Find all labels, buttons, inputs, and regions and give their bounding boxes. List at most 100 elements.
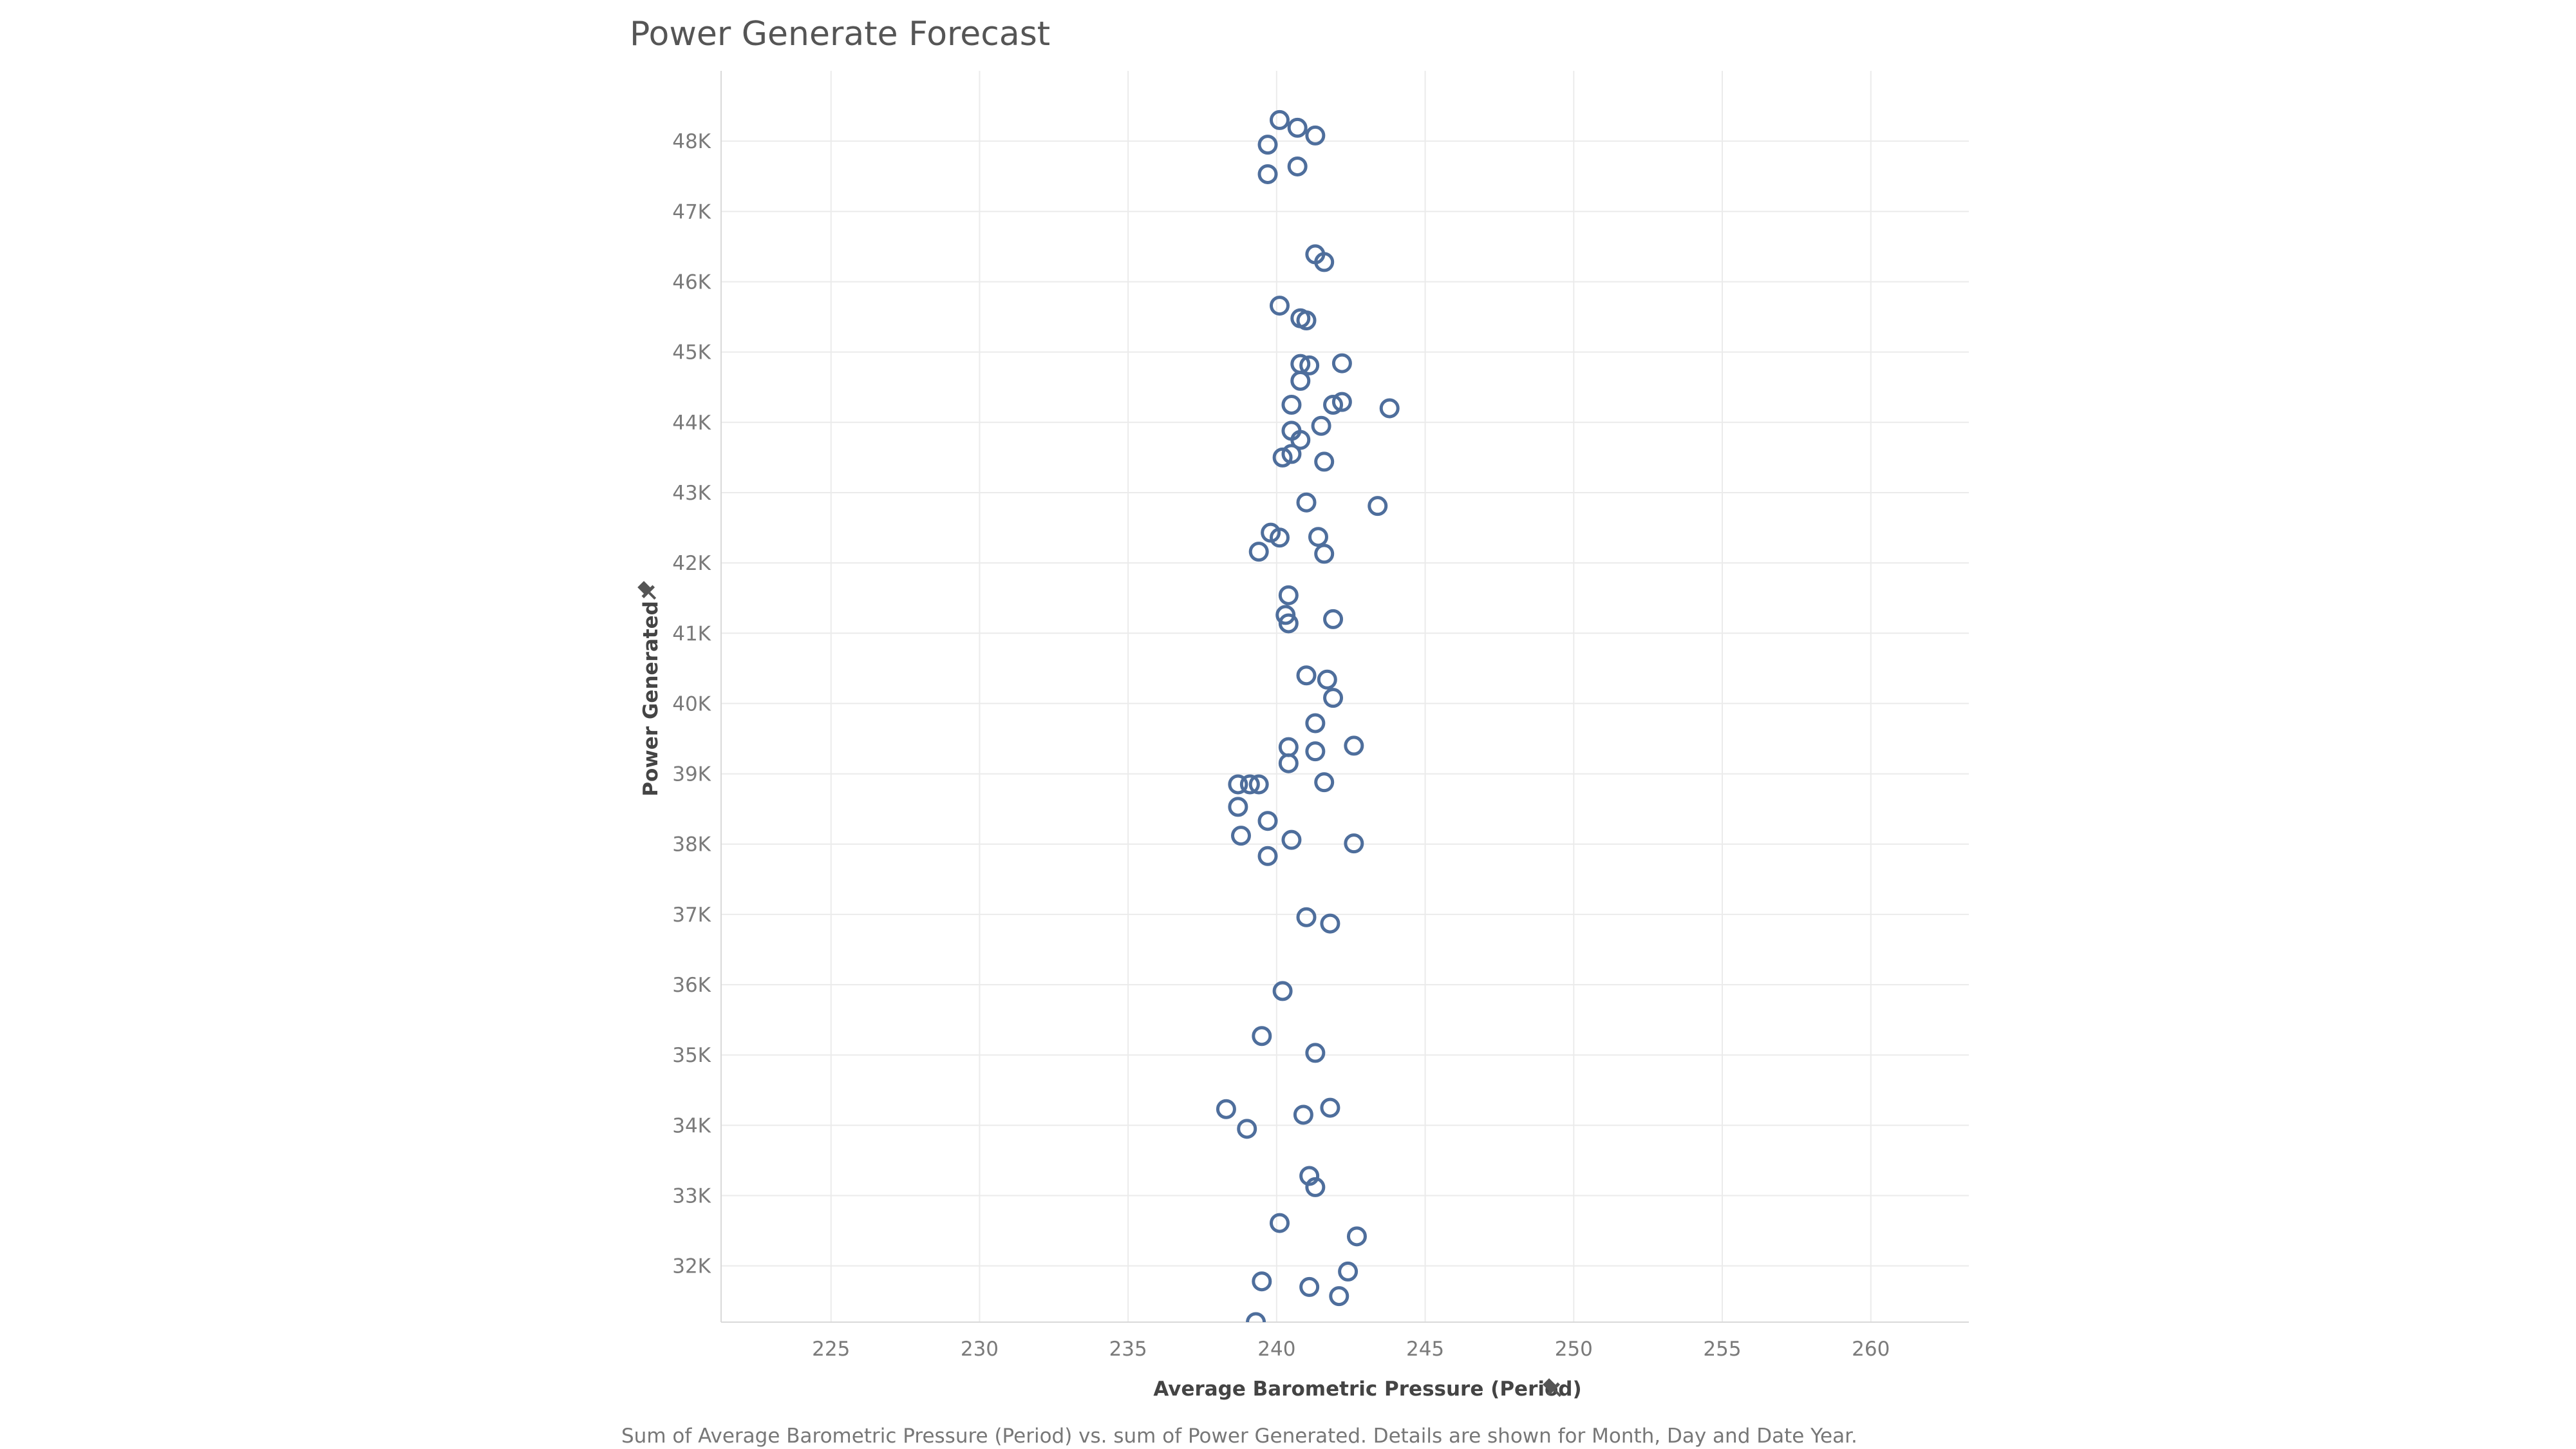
data-point[interactable] <box>1278 753 1299 773</box>
data-point[interactable] <box>1237 1119 1257 1139</box>
data-point[interactable] <box>1231 826 1251 846</box>
grid-layer <box>721 71 1969 1322</box>
data-point[interactable] <box>1308 527 1328 547</box>
data-point[interactable] <box>1296 310 1317 331</box>
data-point[interactable] <box>1379 398 1400 419</box>
y-tick-label: 34K <box>672 1114 711 1137</box>
y-tick-label: 48K <box>672 130 711 153</box>
data-point[interactable] <box>1228 774 1248 795</box>
y-tick-label: 40K <box>672 692 711 715</box>
x-tick-label: 240 <box>1257 1338 1295 1361</box>
data-point[interactable] <box>1296 907 1317 927</box>
data-point[interactable] <box>1278 613 1299 634</box>
data-point[interactable] <box>1305 1177 1326 1197</box>
data-point[interactable] <box>1246 1312 1266 1331</box>
data-point[interactable] <box>1272 447 1293 468</box>
chart-title: Power Generate Forecast <box>630 15 1050 53</box>
data-point[interactable] <box>1290 370 1311 391</box>
data-point[interactable] <box>1305 713 1326 734</box>
y-tick-label: 32K <box>672 1255 711 1278</box>
data-point[interactable] <box>1275 605 1296 625</box>
x-tick-label: 235 <box>1109 1338 1147 1361</box>
y-axis-pin-icon[interactable] <box>635 579 661 605</box>
data-points <box>1216 109 1400 1331</box>
x-tick-label: 225 <box>812 1338 850 1361</box>
y-tick-label: 44K <box>672 412 711 435</box>
x-tick-label: 260 <box>1852 1338 1890 1361</box>
data-point[interactable] <box>1257 846 1278 866</box>
y-tick-label: 38K <box>672 833 711 857</box>
data-point[interactable] <box>1299 1166 1320 1186</box>
data-point[interactable] <box>1368 496 1388 516</box>
data-point[interactable] <box>1216 1099 1236 1119</box>
data-point[interactable] <box>1269 109 1290 130</box>
x-tick-label: 230 <box>961 1338 999 1361</box>
data-point[interactable] <box>1239 774 1260 795</box>
data-point[interactable] <box>1320 913 1340 934</box>
data-point[interactable] <box>1320 1097 1340 1118</box>
chart-caption: Sum of Average Barometric Pressure (Peri… <box>621 1425 1857 1448</box>
data-point[interactable] <box>1296 665 1317 686</box>
y-tick-label: 42K <box>672 552 711 575</box>
data-point[interactable] <box>1269 1213 1290 1233</box>
data-point[interactable] <box>1323 609 1344 629</box>
data-point[interactable] <box>1346 1226 1367 1247</box>
y-axis-title: Power Generated <box>639 601 663 797</box>
data-point[interactable] <box>1257 164 1278 184</box>
plot-area <box>721 71 1969 1322</box>
data-point[interactable] <box>1281 394 1302 415</box>
y-tick-label: 45K <box>672 341 711 365</box>
data-point[interactable] <box>1228 797 1248 817</box>
data-point[interactable] <box>1248 542 1269 562</box>
data-point[interactable] <box>1269 527 1290 548</box>
data-point[interactable] <box>1281 829 1302 850</box>
y-tick-label: 39K <box>672 763 711 786</box>
data-point[interactable] <box>1314 252 1335 272</box>
data-point[interactable] <box>1323 394 1344 415</box>
data-point[interactable] <box>1252 1026 1272 1046</box>
x-axis-title: Average Barometric Pressure (Period) <box>1153 1378 1581 1401</box>
data-point[interactable] <box>1252 1271 1272 1292</box>
y-tick-label: 33K <box>672 1185 711 1208</box>
data-point[interactable] <box>1314 451 1335 472</box>
y-tick-label: 37K <box>672 904 711 927</box>
data-point[interactable] <box>1287 117 1308 138</box>
data-point[interactable] <box>1257 811 1278 831</box>
data-point[interactable] <box>1338 1261 1359 1282</box>
data-point[interactable] <box>1296 492 1317 513</box>
axis-layer: 225 230 235 240 245 250 255 260 32K 33K 34K 35K 36K 3… <box>672 71 1969 1361</box>
data-point[interactable] <box>1323 688 1344 708</box>
data-point[interactable] <box>1305 741 1326 762</box>
data-point[interactable] <box>1257 135 1278 155</box>
data-point[interactable] <box>1278 585 1299 605</box>
data-point[interactable] <box>1281 444 1302 464</box>
data-point[interactable] <box>1305 125 1326 146</box>
y-tick-label: 43K <box>672 482 711 505</box>
data-point[interactable] <box>1272 981 1293 1001</box>
y-tick-label: 36K <box>672 974 711 997</box>
data-point[interactable] <box>1299 355 1320 375</box>
data-point[interactable] <box>1314 544 1335 564</box>
data-point[interactable] <box>1293 1104 1313 1125</box>
data-point[interactable] <box>1287 156 1308 176</box>
y-tick-label: 47K <box>672 200 711 223</box>
data-point[interactable] <box>1314 772 1335 793</box>
data-point[interactable] <box>1290 430 1311 450</box>
data-point[interactable] <box>1331 353 1352 374</box>
y-tick-label: 35K <box>672 1044 711 1067</box>
data-point[interactable] <box>1248 774 1269 795</box>
x-tick-label: 245 <box>1406 1338 1444 1361</box>
data-point[interactable] <box>1269 296 1290 316</box>
data-point[interactable] <box>1329 1286 1349 1307</box>
data-point[interactable] <box>1344 833 1364 854</box>
data-point[interactable] <box>1311 415 1331 436</box>
data-point[interactable] <box>1344 735 1364 756</box>
x-tick-label: 255 <box>1703 1338 1741 1361</box>
x-axis-pin-icon[interactable] <box>1541 1376 1566 1402</box>
y-tick-label: 41K <box>672 622 711 645</box>
data-point[interactable] <box>1331 392 1352 412</box>
data-point[interactable] <box>1317 669 1337 690</box>
data-point[interactable] <box>1305 1043 1326 1063</box>
data-point[interactable] <box>1299 1276 1320 1297</box>
